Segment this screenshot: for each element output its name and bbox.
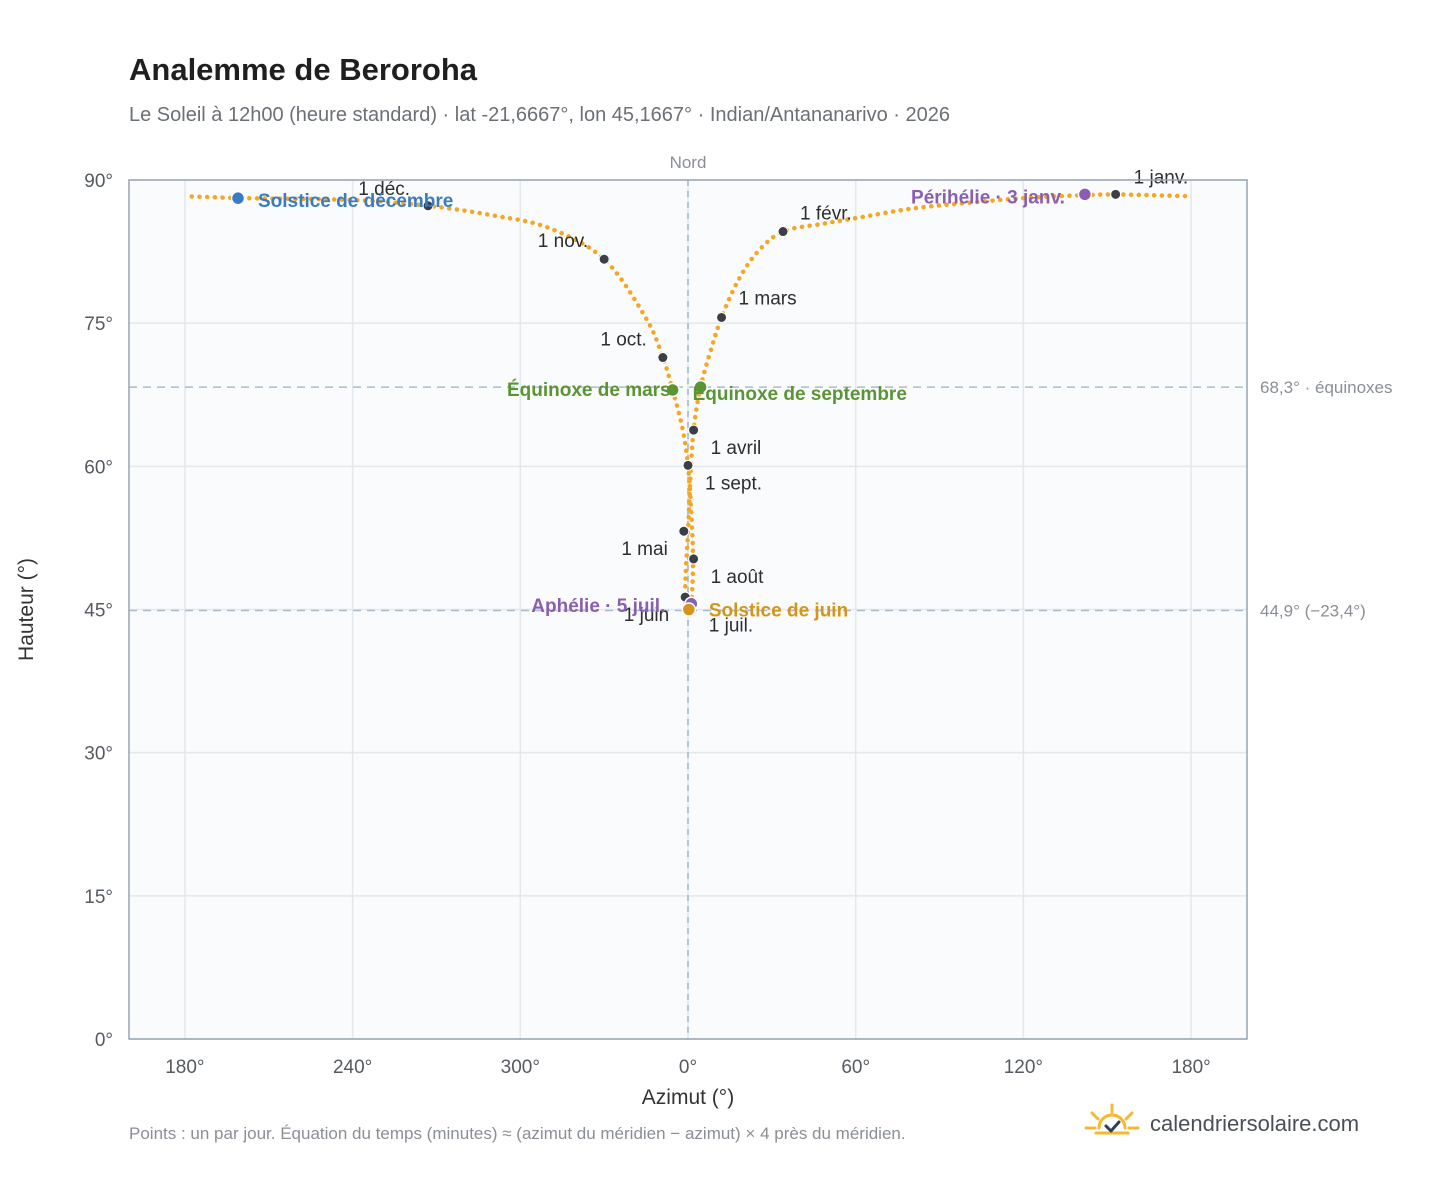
analemma-wrap-segment-1 — [182, 193, 241, 201]
plot-frame — [128, 179, 1248, 1040]
analemma-wrap-segment-0 — [1113, 192, 1194, 199]
y-tick-label-3: 45° — [84, 601, 113, 622]
x-tick-label-6: 180° — [1171, 1057, 1210, 1078]
y-axis-ticks: 0° 15° 30° 45° 60° 75° 90° — [84, 171, 113, 1051]
event-label-4: Aphélie · 5 juil. — [531, 596, 665, 617]
y-axis-label: Hauteur (°) — [15, 558, 38, 661]
event-label-1: Périhélie · 3 janv. — [911, 187, 1065, 208]
month-dot-2 — [716, 311, 728, 323]
month-label-10: 1 nov. — [538, 231, 588, 252]
brand[interactable]: calendriersolaire.com — [1084, 1102, 1360, 1147]
month-label-3: 1 avril — [711, 438, 762, 459]
month-markers: 1 janv. 1 févr. 1 mars 1 avril 1 mai 1 juin 1 … — [358, 167, 1188, 636]
month-dot-3 — [688, 424, 700, 436]
meridian-label: Nord — [670, 153, 707, 172]
y-tick-label-1: 15° — [84, 887, 113, 908]
event-label-5: Solstice de juin — [709, 601, 848, 622]
page-subtitle: Le Soleil à 12h00 (heure standard) · lat… — [129, 104, 950, 126]
page-title: Analemme de Beroroha — [129, 52, 477, 87]
month-label-0: 1 janv. — [1134, 167, 1189, 188]
x-tick-label-3: 0° — [679, 1057, 697, 1078]
x-tick-label-0: 180° — [165, 1057, 204, 1078]
month-label-5: 1 juin — [624, 605, 669, 626]
event-label-3: Équinoxe de septembre — [693, 383, 907, 405]
month-dot-11 — [422, 200, 434, 212]
y-tick-label-0: 0° — [95, 1030, 113, 1051]
month-dot-9 — [657, 352, 669, 364]
reference-lines: 68,3° · équinoxes 44,9° (−23,4°) — [129, 378, 1393, 620]
x-axis-ticks: 180° 240° 300° 0° 60° 120° 180° — [165, 1057, 1211, 1078]
x-axis-label: Azimut (°) — [642, 1086, 734, 1109]
x-tick-label-4: 60° — [841, 1057, 870, 1078]
month-label-9: 1 oct. — [600, 330, 646, 351]
y-tick-label-5: 75° — [84, 314, 113, 335]
footnote: Points : un par jour. Équation du temps … — [129, 1124, 906, 1143]
month-label-4: 1 mai — [621, 539, 667, 560]
event-label-0: Solstice de décembre — [258, 191, 453, 212]
month-label-8: 1 sept. — [705, 473, 762, 494]
event-dot-0 — [230, 190, 246, 206]
event-dot-1 — [1077, 187, 1093, 202]
event-dot-3 — [693, 379, 708, 395]
reference-label-0: 68,3° · équinoxes — [1260, 378, 1393, 397]
month-dot-1 — [777, 226, 789, 238]
x-tick-label-1: 240° — [333, 1057, 372, 1078]
reference-label-1: 44,9° (−23,4°) — [1260, 601, 1366, 620]
month-dot-7 — [688, 553, 700, 565]
event-label-2: Équinoxe de mars — [507, 379, 671, 401]
month-label-11: 1 déc. — [358, 179, 410, 200]
y-tick-label-4: 60° — [84, 457, 113, 478]
x-tick-label-5: 120° — [1004, 1057, 1043, 1078]
month-dot-10 — [598, 253, 610, 265]
y-tick-label-6: 90° — [84, 171, 113, 192]
event-markers: Solstice de décembre Périhélie · 3 janv. É… — [230, 187, 1093, 622]
month-label-1: 1 févr. — [800, 204, 852, 225]
event-dot-2 — [665, 382, 680, 398]
event-dot-5 — [681, 602, 697, 617]
x-tick-label-2: 300° — [501, 1057, 540, 1078]
month-label-7: 1 août — [711, 567, 765, 588]
brand-name: calendriersolaire.com — [1150, 1111, 1360, 1136]
month-dot-0 — [1110, 188, 1122, 200]
y-tick-label-2: 30° — [84, 744, 113, 765]
month-label-6: 1 juil. — [709, 616, 753, 637]
sun-check-icon — [1084, 1102, 1140, 1147]
month-dot-8 — [682, 459, 694, 471]
month-label-2: 1 mars — [739, 288, 797, 309]
month-dot-4 — [678, 525, 690, 537]
